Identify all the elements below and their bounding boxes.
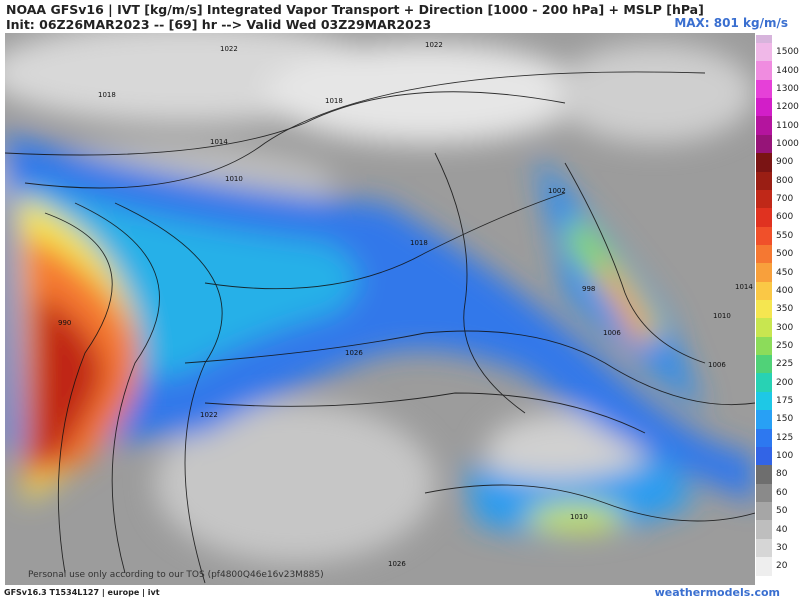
- colorbar-swatch: [756, 98, 772, 117]
- colorbar-swatch: [756, 244, 772, 264]
- colorbar-label: 300: [776, 322, 794, 333]
- colorbar-label: 1100: [776, 120, 799, 131]
- subtitle: Init: 06Z26MAR2023 -- [69] hr --> Valid …: [6, 17, 432, 32]
- colorbar-label: 550: [776, 230, 794, 241]
- colorbar-label: 60: [776, 487, 788, 498]
- isobar-label: 1006: [603, 329, 621, 337]
- colorbar-swatch: [756, 79, 772, 99]
- colorbar-swatch: [756, 446, 772, 466]
- colorbar-label: 250: [776, 340, 794, 351]
- site: weathermodels.com: [654, 586, 780, 599]
- title: NOAA GFSv16 | IVT [kg/m/s] Integrated Va…: [6, 2, 704, 17]
- isobar-label: 1018: [410, 239, 428, 247]
- colorbar-swatch: [756, 502, 772, 521]
- colorbar-swatch: [756, 171, 772, 191]
- colorbar-swatch: [756, 465, 772, 485]
- colorbar-swatch: [756, 355, 772, 374]
- colorbar-swatch: [756, 318, 772, 338]
- colorbar-swatch: [756, 373, 772, 393]
- colorbar-swatch: [756, 116, 772, 136]
- colorbar-label: 40: [776, 524, 788, 535]
- colorbar-label: 125: [776, 432, 794, 443]
- colorbar-label: 20: [776, 561, 788, 572]
- max-label: MAX: 801 kg/m/s: [674, 16, 788, 30]
- colorbar: [756, 35, 772, 44]
- colorbar-swatch: [756, 189, 772, 209]
- isobar-label: 1018: [98, 91, 116, 99]
- colorbar-label: 500: [776, 249, 794, 260]
- colorbar-label: 800: [776, 175, 794, 186]
- isobar-label: 1010: [570, 513, 588, 521]
- colorbar-label: 50: [776, 506, 788, 517]
- colorbar-label: 700: [776, 194, 794, 205]
- colorbar-swatch: [756, 43, 772, 62]
- colorbar-label: 175: [776, 396, 794, 407]
- isobar-label: 1026: [388, 560, 406, 568]
- notice: Personal use only according to our TOS (…: [28, 570, 324, 580]
- map: 1022 1018 1014 1010 990 1022 1018 1026 1002 998 10…: [5, 33, 755, 585]
- isobar-label: 1014: [735, 283, 753, 291]
- colorbar-label: 350: [776, 304, 794, 315]
- colorbar-swatch: [756, 153, 772, 173]
- colorbar-label: 1000: [776, 138, 799, 149]
- isobar-label: 1022: [200, 411, 218, 419]
- colorbar-swatch: [756, 557, 772, 576]
- colorbar-swatch: [756, 134, 772, 154]
- colorbar-label: 600: [776, 212, 794, 223]
- colorbar-swatch: [756, 483, 772, 503]
- colorbar-label: 450: [776, 267, 794, 278]
- isobar-label: 1010: [713, 312, 731, 320]
- colorbar-label: 1300: [776, 83, 799, 94]
- colorbar-swatch: [756, 300, 772, 319]
- colorbar-swatch: [756, 520, 772, 540]
- isobar-label: 1010: [225, 175, 243, 183]
- isobar-label: 1022: [425, 41, 443, 49]
- colorbar-label: 1200: [776, 102, 799, 113]
- colorbar-label: 1500: [776, 47, 799, 58]
- footer: GFSv16.3 T1534L127 | europe | ivt: [4, 588, 160, 597]
- colorbar-label: 400: [776, 285, 794, 296]
- colorbar-swatch: [756, 410, 772, 430]
- colorbar-swatch: [756, 61, 772, 81]
- colorbar-swatch: [756, 281, 772, 301]
- colorbar-label: 200: [776, 377, 794, 388]
- colorbar-swatch: [756, 428, 772, 448]
- isobar-label: 1026: [345, 349, 363, 357]
- colorbar-label: 1400: [776, 65, 799, 76]
- colorbar-swatch: [756, 391, 772, 411]
- colorbar-swatch: [756, 208, 772, 228]
- isobar-label: 998: [582, 285, 595, 293]
- colorbar-label: 225: [776, 359, 794, 370]
- colorbar-label: 150: [776, 414, 794, 425]
- colorbar-label: 80: [776, 469, 788, 480]
- colorbar-label: 100: [776, 451, 794, 462]
- isobar-label: 1022: [220, 45, 238, 53]
- colorbar-swatch: [756, 226, 772, 246]
- colorbar-swatch: [756, 263, 772, 283]
- colorbar-swatch: [756, 336, 772, 356]
- isobar-label: 990: [58, 319, 71, 327]
- colorbar-label: 900: [776, 157, 794, 168]
- isobar-label: 1002: [548, 187, 566, 195]
- isobar-label: 1018: [325, 97, 343, 105]
- isobar-label: 1006: [708, 361, 726, 369]
- isobar-label: 1014: [210, 138, 228, 146]
- colorbar-label: 30: [776, 542, 788, 553]
- colorbar-swatch: [756, 538, 772, 558]
